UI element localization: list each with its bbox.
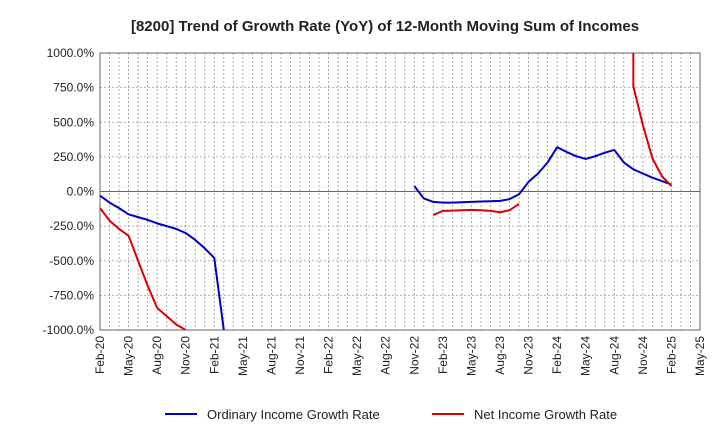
- legend-label: Ordinary Income Growth Rate: [207, 407, 380, 422]
- series-line: [100, 194, 225, 330]
- y-tick-label: 250.0%: [53, 150, 94, 164]
- x-tick-label: Aug-24: [607, 336, 621, 375]
- y-tick-label: 1000.0%: [47, 46, 95, 60]
- y-tick-label: -250.0%: [49, 219, 94, 233]
- x-tick-label: May-24: [579, 336, 593, 376]
- x-tick-label: May-25: [693, 336, 707, 376]
- x-tick-label: May-20: [122, 336, 136, 376]
- series-line: [432, 203, 520, 216]
- legend: Ordinary Income Growth Rate Net Income Gr…: [165, 407, 617, 422]
- plot-border: [99, 52, 701, 331]
- series-layer: [100, 53, 673, 330]
- x-tick-label: Feb-20: [93, 336, 107, 374]
- y-tick-label: -750.0%: [49, 288, 94, 302]
- x-tick-label: Feb-23: [436, 336, 450, 374]
- y-tick-label: 500.0%: [53, 115, 94, 129]
- chart-title: [8200] Trend of Growth Rate (YoY) of 12-…: [131, 18, 639, 35]
- x-tick-labels: Feb-20 May-20 Aug-20 Nov-20 Feb-21 May-21 Aug-…: [93, 336, 707, 376]
- legend-item: Net Income Growth Rate: [432, 407, 617, 422]
- x-tick-label: Feb-25: [664, 336, 678, 374]
- x-tick-label: Aug-21: [264, 336, 278, 375]
- x-tick-label: Nov-20: [179, 336, 193, 375]
- series-line: [100, 207, 187, 330]
- x-tick-label: Nov-22: [407, 336, 421, 375]
- x-tick-label: May-21: [236, 336, 250, 376]
- x-tick-label: Aug-20: [150, 336, 164, 375]
- x-tick-label: May-22: [350, 336, 364, 376]
- axis-layer: [99, 52, 701, 331]
- x-tick-label: Aug-23: [493, 336, 507, 375]
- y-tick-label: -1000.0%: [43, 323, 95, 337]
- legend-item: Ordinary Income Growth Rate: [165, 407, 380, 422]
- x-tick-label: Nov-21: [293, 336, 307, 375]
- y-tick-label: -500.0%: [49, 254, 94, 268]
- x-tick-label: Aug-22: [379, 336, 393, 375]
- x-tick-label: May-23: [464, 336, 478, 376]
- x-tick-label: Nov-24: [636, 336, 650, 375]
- x-tick-label: Feb-21: [207, 336, 221, 374]
- legend-label: Net Income Growth Rate: [474, 407, 617, 422]
- x-tick-label: Feb-22: [322, 336, 336, 374]
- x-tick-label: Feb-24: [550, 336, 564, 374]
- y-tick-label: 0.0%: [67, 185, 95, 199]
- y-tick-label: 750.0%: [53, 81, 94, 95]
- series-line: [632, 53, 673, 187]
- series-line: [413, 146, 672, 204]
- x-tick-label: Nov-23: [522, 336, 536, 375]
- y-tick-labels: -1000.0% -750.0% -500.0% -250.0% 0.0% 250.0% 5…: [43, 46, 95, 337]
